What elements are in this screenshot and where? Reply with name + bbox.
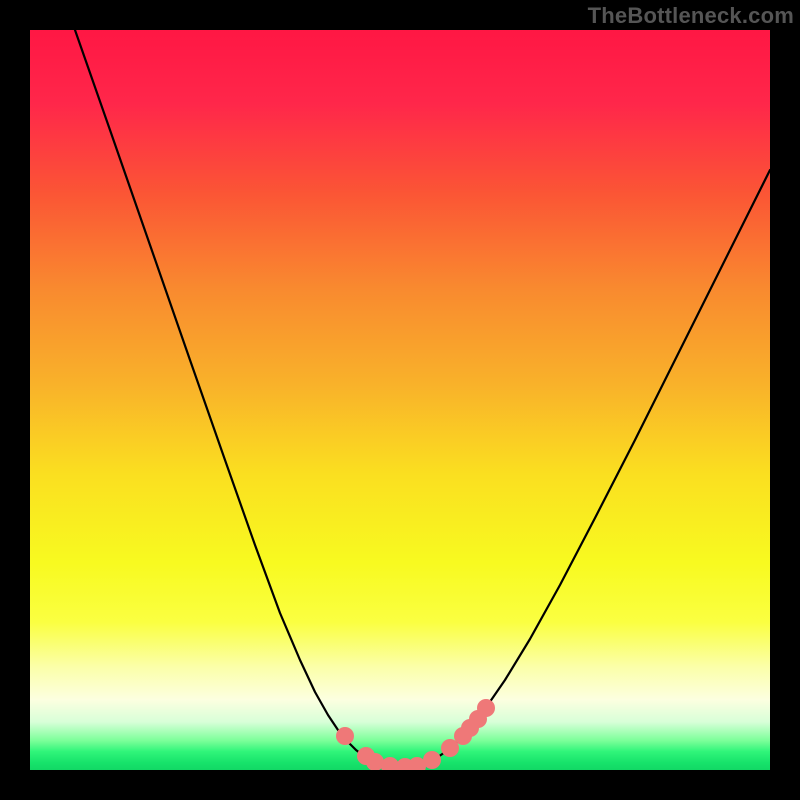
marker-point (423, 751, 441, 769)
watermark-text: TheBottleneck.com (588, 3, 794, 29)
marker-point (336, 727, 354, 745)
chart-frame: TheBottleneck.com (0, 0, 800, 800)
bottleneck-curve-chart (30, 30, 770, 770)
plot-area (30, 30, 770, 770)
marker-point (477, 699, 495, 717)
gradient-background (30, 30, 770, 770)
